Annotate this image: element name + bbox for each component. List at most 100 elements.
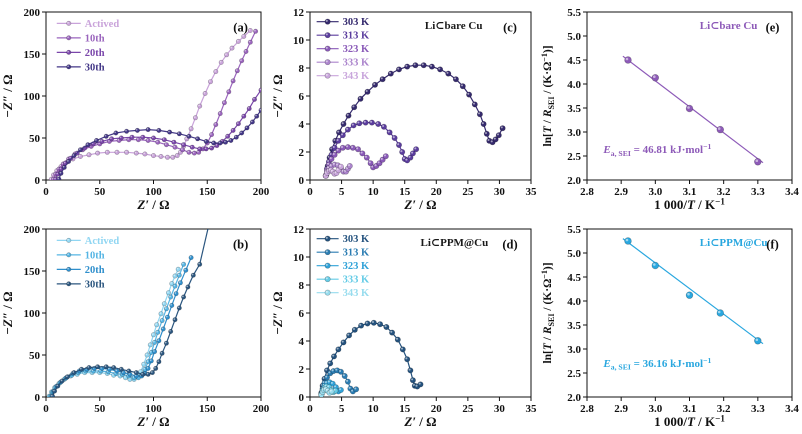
svg-text:−Z″ / Ω: −Z″ / Ω [270, 291, 285, 334]
svg-text:333 K: 333 K [343, 275, 370, 286]
svg-text:10: 10 [368, 186, 380, 198]
svg-text:200: 200 [253, 403, 270, 415]
panel-c-nyquist-bare-cu-temperature-chart: 0 5 10 15 20 25 30 35 0 2 4 6 8 10 12 Z′ / Ω −Z″ / Ω 303 … [270, 7, 537, 212]
svg-text:0: 0 [307, 186, 313, 198]
svg-text:2.8: 2.8 [580, 403, 594, 415]
svg-text:2.0: 2.0 [567, 392, 581, 404]
svg-text:2.5: 2.5 [567, 151, 581, 163]
svg-text:Z′ / Ω: Z′ / Ω [403, 197, 436, 212]
svg-text:5.5: 5.5 [567, 224, 581, 236]
svg-text:2.5: 2.5 [567, 368, 581, 380]
svg-text:Actived: Actived [85, 19, 120, 30]
svg-text:ln[T / RSEI / (K·Ω−1)]: ln[T / RSEI / (K·Ω−1)] [540, 45, 556, 146]
svg-text:2: 2 [299, 147, 305, 159]
svg-text:(c): (c) [503, 20, 517, 34]
svg-text:100: 100 [24, 91, 41, 103]
svg-text:ln[T / RSEI / (K·Ω−1)]: ln[T / RSEI / (K·Ω−1)] [540, 262, 556, 363]
svg-text:Z′ / Ω: Z′ / Ω [403, 414, 436, 429]
svg-text:4.5: 4.5 [567, 55, 581, 67]
svg-text:12: 12 [293, 224, 305, 236]
svg-text:343 K: 343 K [343, 288, 370, 299]
svg-text:3.4: 3.4 [785, 403, 799, 415]
svg-text:200: 200 [24, 224, 41, 236]
svg-text:100: 100 [145, 403, 162, 415]
svg-text:10: 10 [293, 252, 305, 264]
svg-text:50: 50 [29, 350, 41, 362]
svg-text:20: 20 [431, 403, 443, 415]
svg-text:10: 10 [293, 35, 305, 47]
svg-text:0: 0 [299, 175, 305, 187]
svg-text:Li⊂PPM@Cu: Li⊂PPM@Cu [421, 237, 489, 249]
svg-text:Ea, SEI = 46.81 kJ·mol−1: Ea, SEI = 46.81 kJ·mol−1 [602, 142, 711, 158]
svg-text:2.9: 2.9 [614, 186, 628, 198]
svg-text:303 K: 303 K [343, 234, 370, 245]
svg-text:Li⊂bare Cu: Li⊂bare Cu [700, 20, 758, 32]
panel-b-nyquist-blue-cycles-chart: 0 50 100 150 200 0 50 100 150 200 Z′ / Ω −Z″ / Ω Act… [0, 224, 270, 429]
svg-text:343 K: 343 K [343, 71, 370, 82]
svg-text:3.1: 3.1 [683, 403, 697, 415]
panel-a-nyquist-purple-cycles-chart: 0 50 100 150 200 0 50 100 150 200 Z′ / Ω −Z″ / Ω Act… [0, 7, 270, 212]
svg-text:3.0: 3.0 [567, 127, 581, 139]
svg-text:10th: 10th [85, 250, 105, 261]
svg-text:4: 4 [299, 336, 305, 348]
svg-text:Z′ / Ω: Z′ / Ω [136, 197, 169, 212]
svg-text:50: 50 [94, 186, 106, 198]
svg-text:(b): (b) [233, 237, 248, 251]
svg-text:1 000/T / K−1: 1 000/T / K−1 [654, 413, 725, 429]
svg-text:2.8: 2.8 [580, 186, 594, 198]
svg-text:25: 25 [462, 403, 474, 415]
svg-text:5: 5 [339, 186, 345, 198]
svg-text:200: 200 [253, 186, 270, 198]
svg-text:Li⊂bare Cu: Li⊂bare Cu [425, 20, 483, 32]
svg-text:5.5: 5.5 [567, 7, 581, 19]
svg-text:3.2: 3.2 [717, 403, 731, 415]
svg-text:Li⊂PPM@Cu: Li⊂PPM@Cu [700, 237, 768, 249]
svg-text:10: 10 [368, 403, 380, 415]
svg-text:35: 35 [526, 403, 538, 415]
svg-text:20th: 20th [85, 265, 105, 276]
svg-text:20: 20 [431, 186, 443, 198]
svg-text:20th: 20th [85, 48, 105, 59]
svg-text:303 K: 303 K [343, 17, 370, 28]
svg-text:(d): (d) [502, 237, 517, 251]
svg-text:0: 0 [35, 175, 41, 187]
svg-text:Actived: Actived [85, 236, 120, 247]
svg-text:4.5: 4.5 [567, 272, 581, 284]
svg-text:0: 0 [35, 392, 41, 404]
svg-text:−Z″ / Ω: −Z″ / Ω [270, 74, 285, 117]
svg-text:2.0: 2.0 [567, 175, 581, 187]
svg-text:5: 5 [339, 403, 345, 415]
svg-text:−Z″ / Ω: −Z″ / Ω [0, 74, 15, 117]
svg-text:4: 4 [299, 119, 305, 131]
svg-text:30: 30 [494, 186, 506, 198]
svg-text:30: 30 [494, 403, 506, 415]
svg-text:Ea, SEI = 36.16 kJ·mol−1: Ea, SEI = 36.16 kJ·mol−1 [602, 356, 711, 372]
svg-text:3.0: 3.0 [567, 344, 581, 356]
svg-text:8: 8 [299, 63, 305, 75]
svg-text:3.5: 3.5 [567, 320, 581, 332]
svg-text:30th: 30th [85, 62, 105, 73]
svg-text:(f): (f) [766, 237, 779, 251]
svg-text:3.1: 3.1 [683, 186, 697, 198]
svg-text:3.5: 3.5 [567, 103, 581, 115]
svg-text:(e): (e) [766, 20, 780, 34]
svg-text:50: 50 [94, 403, 106, 415]
svg-text:25: 25 [462, 186, 474, 198]
svg-text:3.3: 3.3 [751, 186, 765, 198]
svg-text:4.0: 4.0 [567, 79, 581, 91]
svg-text:−Z″ / Ω: −Z″ / Ω [0, 291, 15, 334]
svg-text:3.0: 3.0 [648, 186, 662, 198]
svg-text:4.0: 4.0 [567, 296, 581, 308]
svg-text:150: 150 [24, 49, 41, 61]
svg-text:5.0: 5.0 [567, 248, 581, 260]
panel-d-nyquist-ppm-cu-temperature-chart: 0 5 10 15 20 25 30 35 0 2 4 6 8 10 12 Z′ / Ω −Z″ / Ω 303 … [270, 224, 538, 429]
svg-text:12: 12 [293, 7, 305, 19]
svg-text:15: 15 [399, 403, 411, 415]
svg-text:150: 150 [199, 403, 216, 415]
panel-e-arrhenius-bare-cu-chart: 2.8 2.9 3.0 3.1 3.2 3.3 3.4 2.0 2.5 3.0 3.5 4.0 4.5 5… [540, 7, 799, 212]
svg-text:50: 50 [29, 133, 41, 145]
svg-text:100: 100 [145, 186, 162, 198]
svg-text:3.4: 3.4 [785, 186, 799, 198]
svg-text:333 K: 333 K [343, 58, 370, 69]
svg-text:313 K: 313 K [343, 31, 370, 42]
